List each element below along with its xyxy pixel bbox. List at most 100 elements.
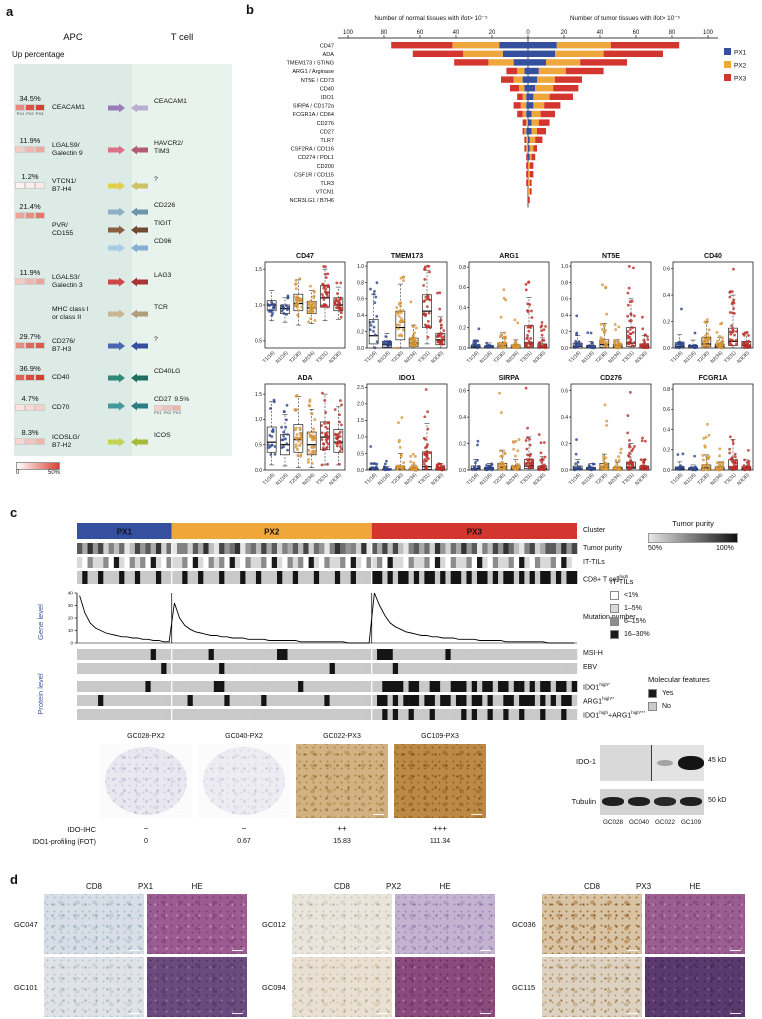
svg-text:N1(16): N1(16) <box>275 350 290 365</box>
up-percentage-value: 34.5% <box>19 94 41 103</box>
receptor-entry: TCR <box>6 304 244 336</box>
heatmap-strip <box>10 278 50 285</box>
receptor-entry: LAG3 <box>6 272 244 304</box>
svg-text:T1(16): T1(16) <box>262 472 277 487</box>
ligand-receptor-arrow-icon <box>108 204 148 217</box>
receptor-entry: CD40LG <box>6 368 244 400</box>
svg-text:1.5: 1.5 <box>255 392 262 398</box>
up-percentage-value: 29.7% <box>19 332 41 341</box>
receptor-label: CD96 <box>154 238 172 245</box>
ihc-image-label: GC022-PX3 <box>323 733 361 740</box>
svg-text:0.5: 0.5 <box>255 339 262 345</box>
svg-text:T2(30): T2(30) <box>697 350 712 365</box>
heatmap-cell <box>35 212 45 219</box>
receptor-entry: TIGIT <box>6 220 244 252</box>
up-percentage-block: 4.7% <box>10 394 50 411</box>
apc-column-header: APC <box>63 32 83 43</box>
blot-lane-label: GC109 <box>681 819 701 826</box>
ihc-image-label: GC109-PX3 <box>421 733 459 740</box>
heatmap-cell <box>35 104 45 111</box>
svg-text:N1(16): N1(16) <box>683 350 698 365</box>
heatmap-cell <box>25 146 35 153</box>
tma-core <box>105 747 187 815</box>
ihc-image-label: GC028-PX2 <box>127 733 165 740</box>
track-label: Mutation number <box>583 614 636 621</box>
svg-text:0.4: 0.4 <box>561 313 568 319</box>
sample-label: GC101 <box>14 983 38 992</box>
svg-text:T1(16): T1(16) <box>568 472 583 487</box>
molecular-swatch <box>648 702 657 711</box>
receptor-label: LAG3 <box>154 272 172 279</box>
svg-text:T3(31): T3(31) <box>723 350 738 365</box>
track-label: IDO1high* <box>583 682 610 692</box>
svg-text:100: 100 <box>343 30 354 36</box>
heatmap-cell <box>15 146 25 153</box>
track-label: EBV <box>583 664 598 671</box>
svg-text:TLR3: TLR3 <box>320 181 334 187</box>
scale-gradient <box>16 462 60 470</box>
svg-text:40: 40 <box>68 591 74 596</box>
heatmap-cell <box>25 374 35 381</box>
svg-text:TMEM173 / STING: TMEM173 / STING <box>286 61 334 67</box>
heatmap-cell <box>25 438 35 445</box>
receptor-entry: CD96 <box>6 238 244 270</box>
track-label: IDO1high+ARG1high*** <box>583 710 646 720</box>
ligand-label: CD40 <box>52 374 70 381</box>
svg-text:PX1: PX1 <box>117 528 133 537</box>
svg-text:CD47: CD47 <box>296 253 314 260</box>
svg-text:N2(34): N2(34) <box>505 472 520 487</box>
heatmap-strip <box>10 374 50 381</box>
svg-text:N3(30): N3(30) <box>634 350 649 365</box>
ligand-label: CD70 <box>52 404 70 411</box>
diverging-bar-chart: Number of normal tissues with ifot> 10⁻⁵… <box>286 15 747 208</box>
protein-band <box>656 759 674 767</box>
scale-bar <box>275 813 286 815</box>
scale-bar <box>129 949 140 951</box>
panel-a-rows: 34.5% PX1 PX2 PX3 CEACAM1 CEACAM1 11.9% LGALS9/… <box>6 64 244 460</box>
receptor-label: ICOS <box>154 432 171 439</box>
svg-text:1.0: 1.0 <box>255 417 262 423</box>
ido1-fot-value: 15.83 <box>333 838 351 845</box>
heatmap-cell <box>15 374 25 381</box>
up-percentage-block: 11.9% <box>10 136 50 153</box>
tma-core <box>203 747 285 815</box>
svg-text:PX2: PX2 <box>734 63 747 70</box>
svg-text:ADA: ADA <box>297 375 312 382</box>
heatmap-cell <box>35 146 45 153</box>
sample-label: GC036 <box>512 920 536 929</box>
cluster-group-label: PX1 <box>137 882 154 891</box>
heatmap-cell <box>15 212 25 219</box>
it-tils-swatch-label: <1% <box>624 592 639 599</box>
ido-ihc-row-label: IDO-IHC <box>67 825 96 834</box>
svg-text:T2(30): T2(30) <box>595 350 610 365</box>
ihc-images: GC028-PX2 − 0 GC040-PX2 − 0.67 GC022-PX3 ++ 15.8… <box>0 505 560 865</box>
boxplot: ARG1 0.0 0.2 0.4 0.6 0.8 T1(16) N1(16) T2(30) N2(… <box>452 250 554 372</box>
svg-text:TLR7: TLR7 <box>320 138 334 144</box>
blot-lane-label: GC028 <box>603 819 623 826</box>
svg-text:N2(34): N2(34) <box>709 350 724 365</box>
receptor-label: TCR <box>154 304 168 311</box>
svg-text:N2(34): N2(34) <box>403 350 418 365</box>
svg-text:2.5: 2.5 <box>357 385 364 391</box>
heatmap-cell <box>25 212 35 219</box>
protein-band <box>654 797 676 806</box>
svg-text:N3(30): N3(30) <box>328 472 343 487</box>
sample-label: GC047 <box>14 920 38 929</box>
scale-bar <box>232 1012 243 1014</box>
svg-text:PX3: PX3 <box>734 76 747 83</box>
svg-text:N3(30): N3(30) <box>430 350 445 365</box>
ligand-receptor-row: 8.3% ICOSLG/B7-H2 ICOS <box>6 428 244 466</box>
svg-text:T1(16): T1(16) <box>568 350 583 365</box>
cd8-micrograph <box>542 894 642 954</box>
tumor-purity-gradient <box>648 533 738 543</box>
svg-text:N1(16): N1(16) <box>479 350 494 365</box>
scale-bar <box>730 1012 741 1014</box>
molecular-swatch-label: No <box>662 703 671 710</box>
he-micrograph <box>147 957 247 1017</box>
ido-ihc-score: +++ <box>432 824 447 833</box>
western-blot: IDO-1 45 kD Tubulin 50 kD GC028 GC040 GC022 GC1… <box>552 743 760 843</box>
boxplot-grid: CD47 0.5 1.0 1.5 T1(16) N1(16) T2(30) N2(34) T3(… <box>248 250 758 494</box>
heatmap-cell <box>35 438 45 445</box>
svg-text:N2(34): N2(34) <box>505 350 520 365</box>
svg-text:Number of normal tissues with: Number of normal tissues with ifot> 10⁻⁵ <box>374 15 488 22</box>
